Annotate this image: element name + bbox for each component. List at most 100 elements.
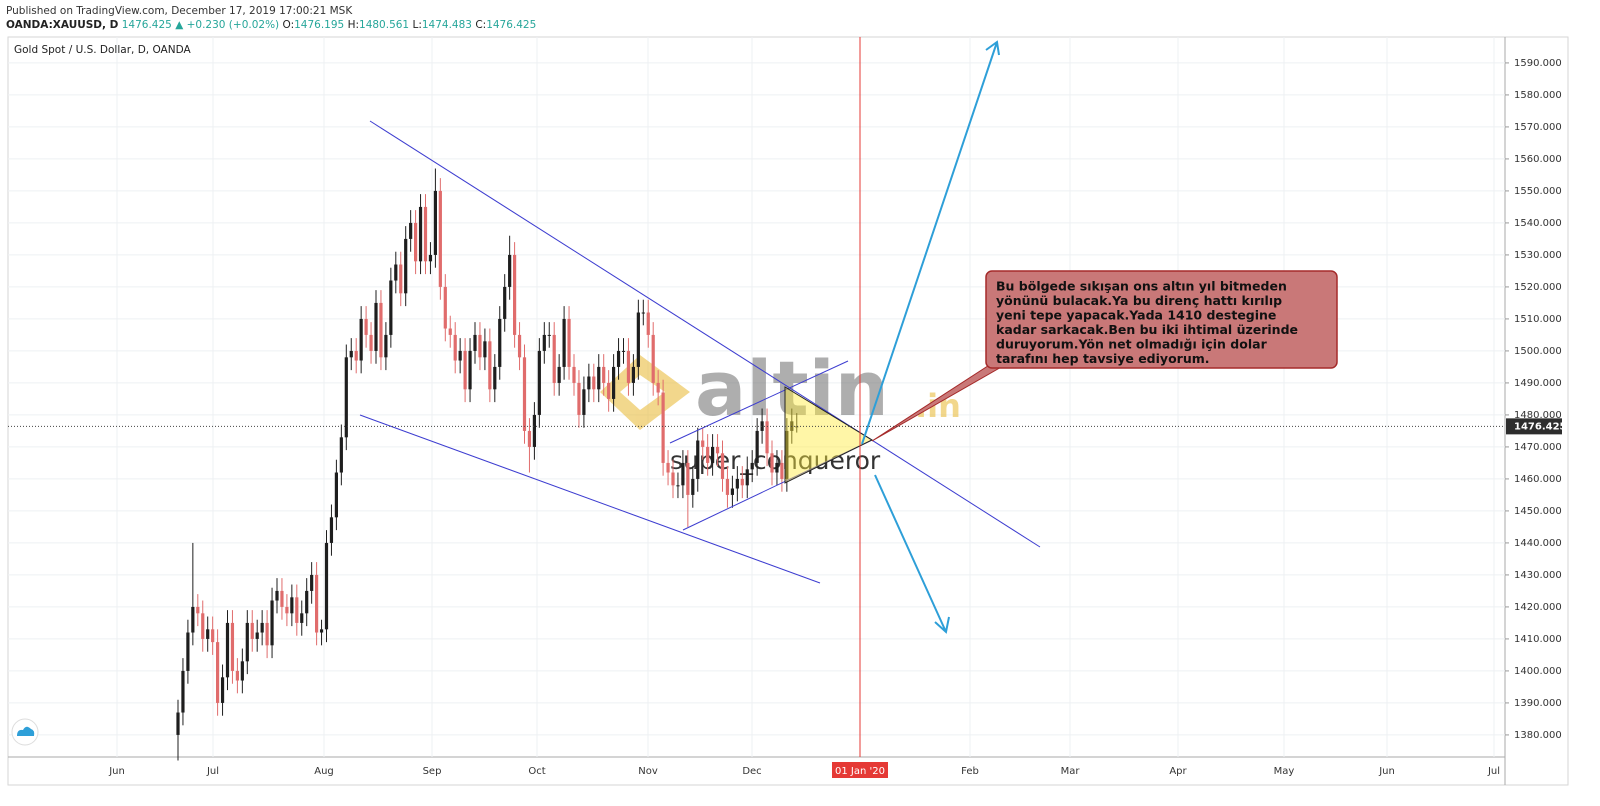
candle-body bbox=[334, 472, 338, 518]
trendline bbox=[359, 414, 821, 584]
candle-body bbox=[666, 462, 670, 473]
candle-body bbox=[498, 318, 502, 367]
candle-body bbox=[750, 462, 754, 470]
candle-body bbox=[344, 357, 348, 438]
candle-body bbox=[522, 357, 527, 431]
candle-body bbox=[755, 430, 759, 463]
candle-body bbox=[255, 632, 259, 639]
candle-body bbox=[324, 542, 329, 630]
candle-body bbox=[379, 302, 383, 358]
candle-body bbox=[389, 280, 393, 335]
logo-icon bbox=[17, 726, 35, 736]
candle-body bbox=[701, 440, 705, 447]
candle-body bbox=[453, 334, 457, 361]
callout-line: yeni tepe yapacak.Yada 1410 destegine bbox=[996, 308, 1276, 323]
candle-body bbox=[220, 677, 225, 703]
x-tick-label: Nov bbox=[638, 766, 658, 777]
callout-line: kadar sarkacak.Ben bu iki ihtimal üzerin… bbox=[996, 322, 1298, 337]
candle-body bbox=[399, 264, 403, 294]
candle-body bbox=[280, 590, 284, 607]
date-marker-label: 01 Jan '20 bbox=[835, 766, 885, 777]
candle-body bbox=[661, 392, 665, 463]
candle-body bbox=[473, 334, 477, 351]
candle-body bbox=[646, 312, 650, 335]
candle-body bbox=[686, 462, 690, 495]
candle-body bbox=[245, 622, 249, 662]
candle-body bbox=[463, 350, 467, 390]
candle-body bbox=[572, 366, 576, 383]
x-tick-label: Oct bbox=[528, 766, 545, 777]
candle-body bbox=[369, 334, 373, 351]
y-tick-label: 1580.000 bbox=[1514, 90, 1562, 101]
candle-body bbox=[443, 286, 447, 329]
published: Published on TradingView.com, December 1… bbox=[6, 5, 353, 17]
x-tick-label: Jun bbox=[1378, 766, 1395, 777]
callout-line: duruyorum.Yön net olmadığı için dolar bbox=[996, 337, 1268, 352]
candle-body bbox=[730, 488, 734, 495]
price-label: 1476.425 bbox=[1514, 421, 1567, 432]
price-label-box bbox=[1506, 418, 1562, 435]
x-tick-label: Aug bbox=[314, 766, 334, 777]
candle-body bbox=[542, 334, 546, 351]
ohlc-key: C: bbox=[475, 19, 486, 31]
candle-body bbox=[715, 446, 720, 454]
y-tick-label: 1510.000 bbox=[1514, 314, 1562, 325]
chart-title: Gold Spot / U.S. Dollar, D, OANDA bbox=[14, 44, 191, 56]
candle-body bbox=[230, 622, 235, 671]
candle-body bbox=[706, 446, 710, 463]
candle-body bbox=[216, 642, 220, 703]
candle-body bbox=[760, 421, 764, 431]
ohlc-value: 1476.195 bbox=[294, 19, 344, 31]
x-tick-label: Jul bbox=[206, 766, 219, 777]
candle-body bbox=[285, 606, 289, 614]
candle-body bbox=[418, 206, 423, 262]
candle-body bbox=[587, 376, 591, 390]
candle-body bbox=[468, 350, 472, 390]
frame bbox=[7, 36, 1569, 786]
y-tick-label: 1440.000 bbox=[1514, 538, 1562, 549]
candle-body bbox=[676, 485, 680, 487]
candle-body bbox=[537, 350, 541, 415]
candle-body bbox=[305, 590, 309, 614]
candle-body bbox=[552, 334, 556, 383]
candle-body bbox=[433, 190, 437, 255]
candle-body bbox=[265, 622, 269, 646]
candle-body bbox=[616, 350, 621, 367]
candle-body bbox=[775, 462, 779, 473]
candle-body bbox=[641, 312, 645, 314]
candle-body bbox=[181, 670, 185, 713]
candle-body bbox=[607, 382, 611, 399]
candle-body bbox=[765, 421, 769, 454]
candle-body bbox=[562, 318, 566, 367]
y-tick-label: 1450.000 bbox=[1514, 506, 1562, 517]
candle-body bbox=[310, 574, 314, 591]
candle-body bbox=[696, 440, 700, 479]
x-tick-label: May bbox=[1274, 766, 1295, 777]
candle-body bbox=[720, 453, 725, 479]
candle-body bbox=[483, 341, 487, 358]
candle-body bbox=[612, 366, 616, 399]
candle-body bbox=[780, 462, 784, 479]
y-tick-label: 1540.000 bbox=[1514, 218, 1562, 229]
candle-body bbox=[201, 613, 205, 639]
logo bbox=[600, 355, 690, 430]
candle-body bbox=[428, 254, 433, 262]
candle-body bbox=[211, 629, 215, 643]
ohlc-value: 1476.425 bbox=[486, 19, 536, 31]
x-tick-label: Dec bbox=[742, 766, 761, 777]
ohlc-key: H: bbox=[348, 19, 359, 31]
x-tick-label: Apr bbox=[1169, 766, 1187, 777]
y-tick-label: 1430.000 bbox=[1514, 570, 1562, 581]
candle-body bbox=[423, 206, 428, 262]
ohlc-key: O: bbox=[283, 19, 295, 31]
candle-body bbox=[374, 302, 378, 351]
candle-body bbox=[740, 478, 744, 486]
y-tick-label: 1520.000 bbox=[1514, 282, 1562, 293]
y-tick-label: 1420.000 bbox=[1514, 602, 1562, 613]
y-tick-label: 1570.000 bbox=[1514, 122, 1562, 133]
candle-body bbox=[577, 382, 581, 415]
candle-body bbox=[517, 334, 522, 358]
candle-body bbox=[394, 264, 398, 281]
candle-body bbox=[711, 446, 715, 463]
